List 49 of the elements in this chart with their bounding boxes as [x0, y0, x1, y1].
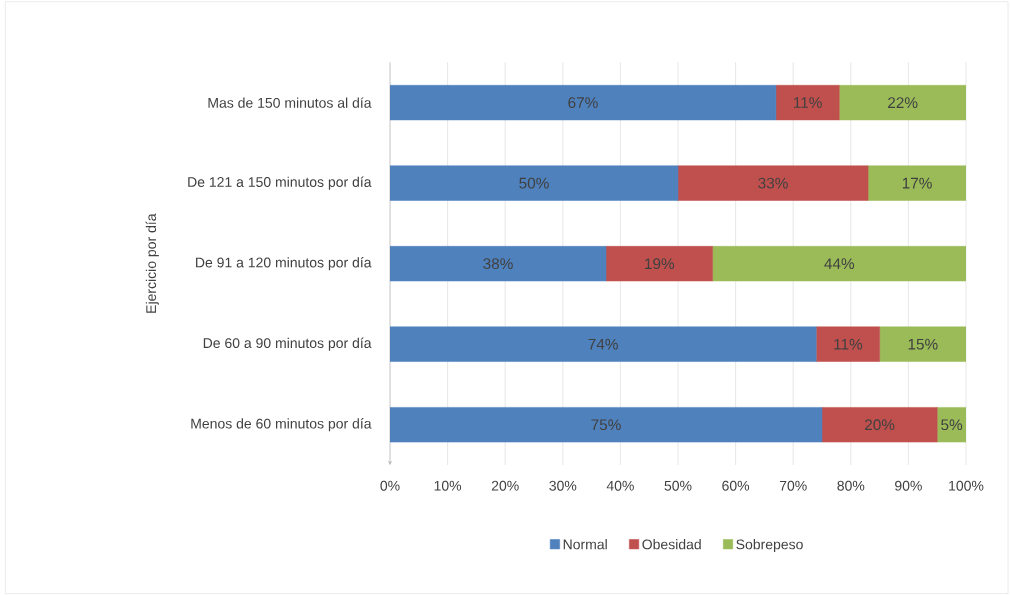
x-tick-label: 70%: [779, 480, 807, 491]
x-tick-label: 40%: [606, 480, 634, 491]
data-label: 33%: [758, 177, 788, 189]
x-tick-label: 90%: [895, 480, 922, 491]
legend-label: Obesidad: [642, 539, 701, 550]
y-tick-label: De 121 a 150 minutos por día: [188, 176, 372, 190]
data-label: 67%: [568, 97, 598, 109]
data-label: 19%: [645, 258, 675, 270]
data-label: 75%: [591, 419, 621, 431]
x-tick-label: 50%: [664, 480, 692, 491]
data-label: 74%: [588, 338, 618, 350]
x-tick-label: 10%: [434, 480, 462, 491]
x-tick-label: 0%: [380, 480, 400, 491]
bar: [712, 246, 966, 282]
data-label: 22%: [888, 97, 918, 108]
bar: [867, 165, 966, 201]
bar: [775, 85, 840, 121]
bar: [390, 85, 777, 121]
bar: [839, 85, 966, 121]
y-tick-label: Menos de 60 minutos por día: [191, 418, 372, 432]
bar: [879, 326, 966, 362]
y-tick-label: Mas de 150 minutos al día: [208, 97, 372, 108]
bar: [605, 246, 713, 282]
bar: [390, 407, 823, 443]
data-label: 15%: [908, 338, 938, 350]
data-label: 38%: [483, 258, 513, 270]
y-tick-label: De 91 a 120 minutos por día: [196, 257, 372, 271]
y-tick-label: De 60 a 90 minutos por día: [203, 337, 372, 351]
x-tick-label: 100%: [949, 480, 984, 491]
x-tick-label: 80%: [837, 480, 865, 491]
bar: [821, 407, 938, 443]
legend-label: Sobrepeso: [736, 539, 803, 553]
bar: [390, 165, 679, 201]
bar: [390, 246, 607, 282]
x-tick-label: 60%: [722, 480, 750, 491]
bar: [390, 326, 817, 362]
bar: [815, 326, 880, 362]
data-label: 20%: [865, 419, 895, 431]
x-tick-label: 30%: [549, 480, 577, 491]
data-label: 11%: [834, 338, 863, 350]
y-axis-title: Ejercicio por día: [145, 213, 159, 313]
x-tick-label: 20%: [491, 480, 519, 491]
data-label: 50%: [519, 177, 549, 189]
data-label: 17%: [902, 177, 932, 189]
data-label: 5%: [941, 419, 963, 431]
data-label: 11%: [794, 97, 822, 108]
bar: [677, 165, 869, 201]
legend-label: Normal: [563, 539, 607, 550]
data-label: 44%: [824, 258, 855, 270]
